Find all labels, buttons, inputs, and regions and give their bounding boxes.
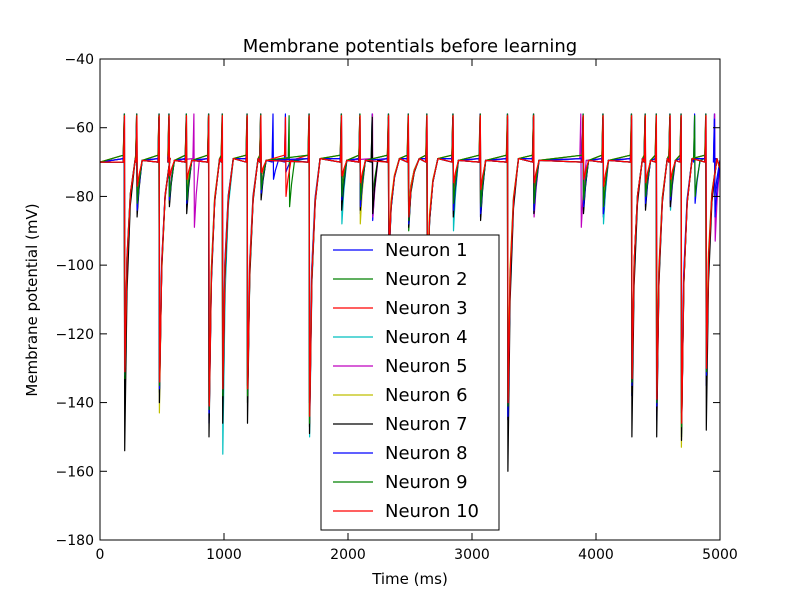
series-line-neuron-10 bbox=[100, 115, 720, 424]
y-tick-label: −60 bbox=[64, 121, 94, 137]
legend-label: Neuron 10 bbox=[385, 501, 479, 522]
y-tick-label: −40 bbox=[64, 52, 94, 68]
y-tick-label: −160 bbox=[56, 464, 94, 480]
y-axis: −180 −160 −140 −120 −100 −80 −60 −40 bbox=[56, 52, 720, 549]
x-tick-label: 1000 bbox=[206, 547, 242, 563]
legend-label: Neuron 9 bbox=[385, 472, 468, 493]
y-tick-label: −140 bbox=[56, 396, 94, 412]
legend-label: Neuron 6 bbox=[385, 385, 468, 406]
y-tick-label: −100 bbox=[56, 258, 94, 274]
x-tick-label: 3000 bbox=[454, 547, 490, 563]
legend-label: Neuron 1 bbox=[385, 240, 468, 261]
plot-frame bbox=[99, 58, 721, 541]
x-axis-label: Time (ms) bbox=[371, 570, 448, 588]
chart-title: Membrane potentials before learning bbox=[243, 36, 577, 57]
legend-label: Neuron 8 bbox=[385, 443, 468, 464]
x-axis: 0 1000 2000 3000 4000 5000 bbox=[96, 59, 738, 563]
series-layer bbox=[100, 113, 720, 472]
y-tick-label: −180 bbox=[56, 533, 94, 549]
y-axis-label: Membrane potential (mV) bbox=[23, 203, 41, 396]
legend: Neuron 1 Neuron 2 Neuron 3 Neuron 4 Neuron 5… bbox=[320, 234, 500, 531]
x-tick-label: 0 bbox=[96, 547, 105, 563]
legend-label: Neuron 5 bbox=[385, 356, 468, 377]
legend-label: Neuron 2 bbox=[385, 269, 468, 290]
y-tick-label: −120 bbox=[56, 327, 94, 343]
y-tick-label: −80 bbox=[64, 189, 94, 205]
legend-label: Neuron 7 bbox=[385, 414, 468, 435]
x-tick-label: 5000 bbox=[702, 547, 738, 563]
series-line-neuron-9 bbox=[100, 113, 720, 428]
legend-box bbox=[320, 234, 500, 531]
x-tick-label: 2000 bbox=[330, 547, 366, 563]
legend-label: Neuron 4 bbox=[385, 327, 468, 348]
x-tick-label: 4000 bbox=[578, 547, 614, 563]
legend-label: Neuron 3 bbox=[385, 298, 468, 319]
